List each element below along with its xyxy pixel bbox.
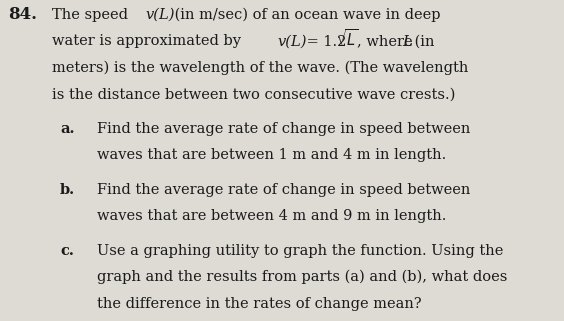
Text: v(L): v(L) <box>277 34 307 48</box>
Text: c.: c. <box>60 244 74 258</box>
Text: the difference in the rates of change mean?: the difference in the rates of change me… <box>97 297 422 311</box>
Text: waves that are between 4 m and 9 m in length.: waves that are between 4 m and 9 m in le… <box>97 209 446 223</box>
Text: is the distance between two consecutive wave crests.): is the distance between two consecutive … <box>52 88 455 101</box>
Text: Use a graphing utility to graph the function. Using the: Use a graphing utility to graph the func… <box>97 244 504 258</box>
Text: graph and the results from parts (a) and (b), what does: graph and the results from parts (a) and… <box>97 270 508 284</box>
Text: water is approximated by: water is approximated by <box>52 34 246 48</box>
Text: $\sqrt{L}$: $\sqrt{L}$ <box>336 28 359 48</box>
Text: waves that are between 1 m and 4 m in length.: waves that are between 1 m and 4 m in le… <box>97 148 446 162</box>
Text: v(L): v(L) <box>146 8 175 22</box>
Text: Find the average rate of change in speed between: Find the average rate of change in speed… <box>97 183 470 197</box>
Text: = 1.2: = 1.2 <box>302 34 347 48</box>
Text: 84.: 84. <box>8 6 37 23</box>
Text: b.: b. <box>60 183 75 197</box>
Text: (in m/sec) of an ocean wave in deep: (in m/sec) of an ocean wave in deep <box>170 8 441 22</box>
Text: The speed: The speed <box>52 8 133 22</box>
Text: (in: (in <box>409 34 434 48</box>
Text: , where: , where <box>357 34 417 48</box>
Text: L: L <box>402 34 412 48</box>
Text: Find the average rate of change in speed between: Find the average rate of change in speed… <box>97 122 470 136</box>
Text: meters) is the wavelength of the wave. (The wavelength: meters) is the wavelength of the wave. (… <box>52 61 468 75</box>
Text: a.: a. <box>60 122 74 136</box>
